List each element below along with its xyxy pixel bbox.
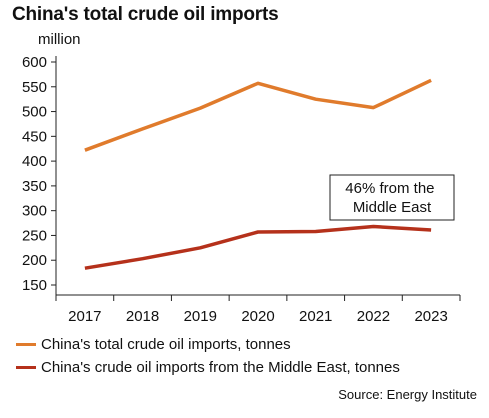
annotation-text: 46% from the Middle East [345,180,438,216]
x-axis: 2017 2018 2019 2020 2021 2022 2023 [55,294,461,325]
y-tick-label: 500 [22,104,47,121]
series-line-1 [84,78,432,152]
annotation-line-2: Middle East [353,199,432,216]
source-note: Source: Energy Institute [338,387,477,402]
legend-label-total: China's total crude oil imports, tonnes [41,336,291,353]
y-tick-label: 300 [22,203,47,220]
legend-label-middle-east: China's crude oil imports from the Middl… [41,359,400,376]
chart-title: China's total crude oil imports [12,4,279,25]
y-tick-label: 200 [22,252,47,269]
annotation-line-1: 46% from the [345,180,434,197]
line-chart: million 150 200 250 300 350 400 450 500 550 600 2… [22,31,461,325]
x-tick-label: 2018 [126,308,159,325]
y-axis: 150 200 250 300 350 400 450 500 550 600 [22,54,57,295]
legend-item-total: China's total crude oil imports, tonnes [16,336,291,353]
y-tick-label: 400 [22,153,47,170]
x-tick-label: 2017 [68,308,101,325]
y-tick-label: 550 [22,79,47,96]
series-line-2 [84,224,432,270]
annotation-border [329,174,455,221]
y-tick-label: 150 [22,277,47,294]
y-tick-label: 250 [22,227,47,244]
legend-swatch-total [16,343,36,346]
annotation-box: 46% from the Middle East [329,174,455,221]
x-tick-label: 2023 [414,308,447,325]
x-tick-label: 2021 [299,308,332,325]
legend-swatch-middle-east [16,366,36,369]
y-tick-label: 350 [22,178,47,195]
y-tick-label: 450 [22,128,47,145]
x-tick-label: 2020 [241,308,274,325]
series-lines [84,78,432,270]
x-tick-label: 2022 [357,308,390,325]
y-axis-label: million [38,31,81,48]
y-tick-label: 600 [22,54,47,71]
legend-item-middle-east: China's crude oil imports from the Middl… [16,359,400,376]
x-tick-label: 2019 [184,308,217,325]
